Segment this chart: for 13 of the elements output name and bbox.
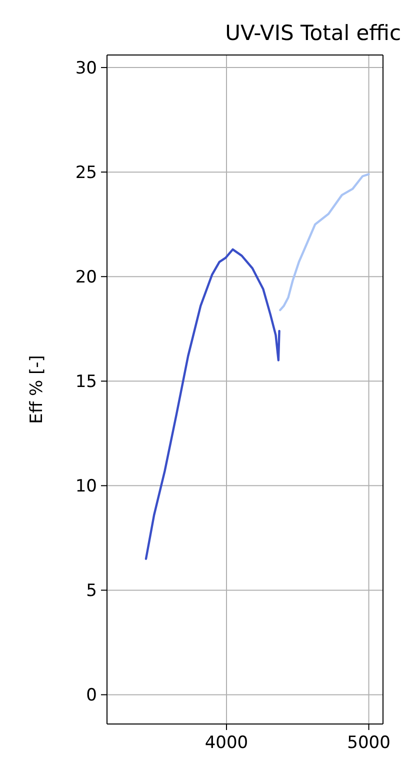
chart-title: UV-VIS Total effic	[225, 21, 401, 45]
y-axis-title: Eff % [-]	[27, 355, 47, 424]
line-series	[144, 248, 280, 560]
y-tick-label: 30	[75, 58, 97, 78]
x-tick-label: 5000	[347, 733, 390, 753]
x-tick-label: 4000	[204, 733, 248, 753]
y-tick-label: 5	[86, 581, 97, 602]
y-tick-label: 25	[75, 163, 97, 184]
y-tick-label: 0	[86, 686, 97, 706]
y-tick-label: 10	[75, 476, 97, 497]
y-tick-label: 15	[75, 372, 97, 392]
y-tick-label: 20	[75, 268, 97, 288]
line-series	[279, 173, 370, 312]
